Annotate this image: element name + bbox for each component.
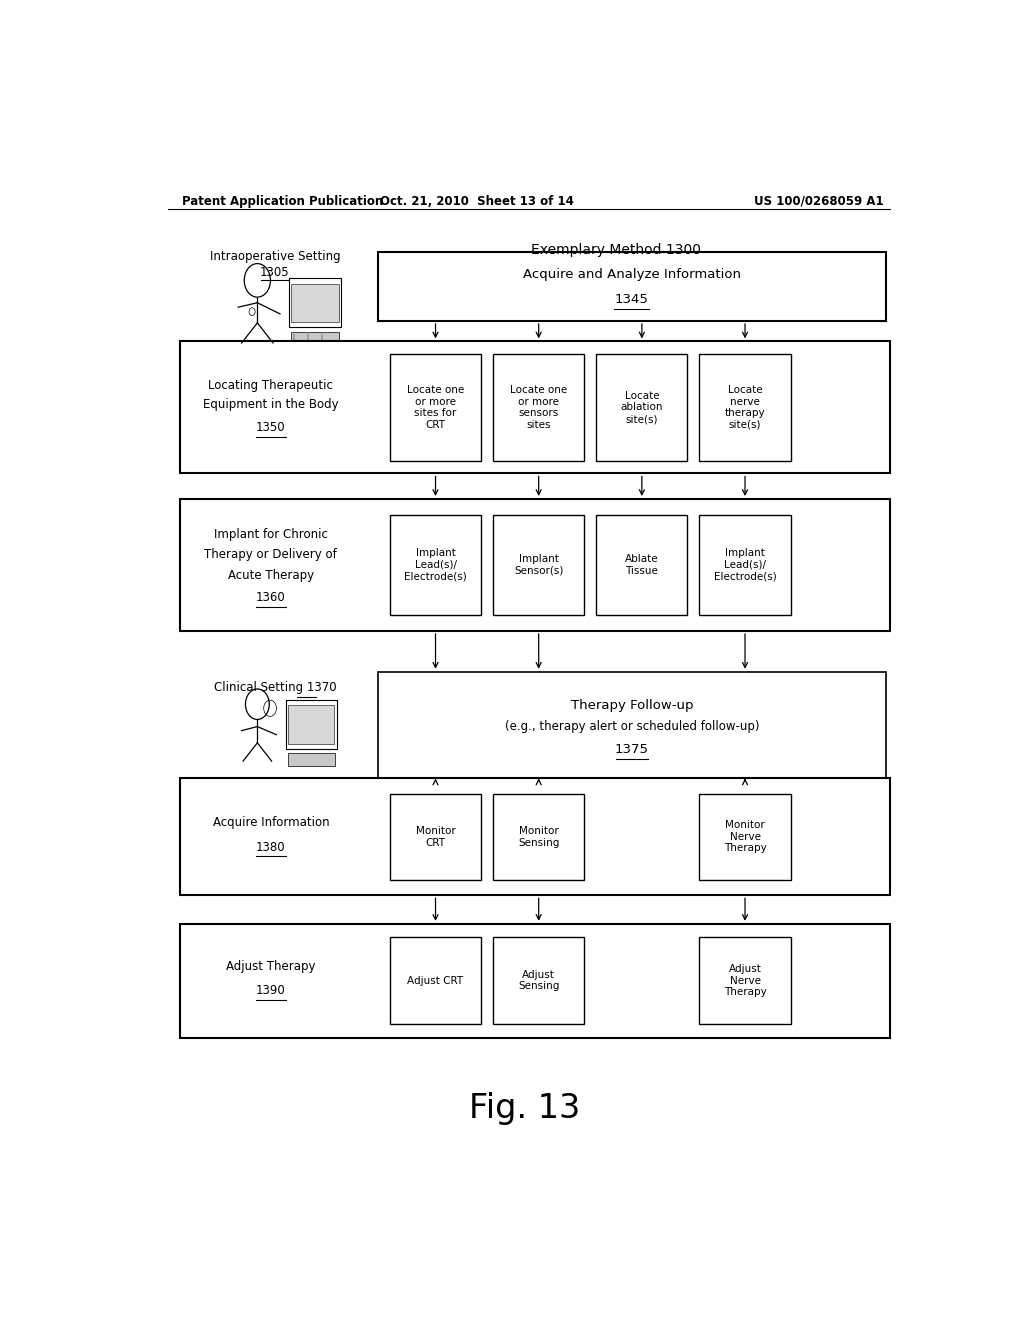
Text: Clinical Setting 1370: Clinical Setting 1370 — [213, 681, 336, 694]
Text: Locate
ablation
site(s): Locate ablation site(s) — [621, 391, 664, 424]
Text: US 100/0268059 A1: US 100/0268059 A1 — [754, 194, 884, 207]
FancyBboxPatch shape — [699, 793, 791, 880]
Text: Patent Application Publication: Patent Application Publication — [182, 194, 383, 207]
FancyBboxPatch shape — [596, 515, 687, 615]
FancyBboxPatch shape — [699, 937, 791, 1024]
Text: Adjust CRT: Adjust CRT — [408, 975, 464, 986]
FancyBboxPatch shape — [179, 342, 890, 474]
FancyBboxPatch shape — [289, 279, 341, 327]
Text: Implant
Lead(s)/
Electrode(s): Implant Lead(s)/ Electrode(s) — [404, 548, 467, 582]
FancyBboxPatch shape — [699, 354, 791, 461]
Text: Oct. 21, 2010  Sheet 13 of 14: Oct. 21, 2010 Sheet 13 of 14 — [380, 194, 574, 207]
FancyBboxPatch shape — [494, 515, 585, 615]
Text: Locating Therapeutic: Locating Therapeutic — [209, 379, 333, 392]
FancyBboxPatch shape — [494, 793, 585, 880]
FancyBboxPatch shape — [390, 793, 481, 880]
Text: Acute Therapy: Acute Therapy — [227, 569, 314, 582]
Text: 1360: 1360 — [256, 591, 286, 605]
Text: Adjust Therapy: Adjust Therapy — [226, 960, 315, 973]
FancyBboxPatch shape — [288, 752, 335, 766]
Text: Implant for Chronic: Implant for Chronic — [214, 528, 328, 541]
Text: 1305: 1305 — [260, 265, 290, 279]
Text: Acquire Information: Acquire Information — [213, 816, 329, 829]
FancyBboxPatch shape — [179, 499, 890, 631]
Text: Exemplary Method 1300: Exemplary Method 1300 — [531, 243, 701, 257]
FancyBboxPatch shape — [494, 937, 585, 1024]
FancyBboxPatch shape — [699, 515, 791, 615]
FancyBboxPatch shape — [289, 705, 334, 744]
Text: Locate one
or more
sites for
CRT: Locate one or more sites for CRT — [407, 385, 464, 430]
Text: Adjust
Nerve
Therapy: Adjust Nerve Therapy — [724, 964, 766, 998]
FancyBboxPatch shape — [378, 252, 886, 321]
FancyBboxPatch shape — [494, 354, 585, 461]
Text: Implant
Sensor(s): Implant Sensor(s) — [514, 554, 563, 576]
FancyBboxPatch shape — [286, 700, 337, 748]
Text: Locate one
or more
sensors
sites: Locate one or more sensors sites — [510, 385, 567, 430]
FancyBboxPatch shape — [596, 354, 687, 461]
Text: Monitor
Nerve
Therapy: Monitor Nerve Therapy — [724, 820, 766, 854]
FancyBboxPatch shape — [291, 331, 339, 346]
FancyBboxPatch shape — [378, 672, 886, 784]
Text: Ablate
Tissue: Ablate Tissue — [625, 554, 658, 576]
FancyBboxPatch shape — [292, 284, 339, 322]
Text: Monitor
CRT: Monitor CRT — [416, 826, 456, 847]
Text: Equipment in the Body: Equipment in the Body — [203, 397, 339, 411]
FancyBboxPatch shape — [390, 515, 481, 615]
Text: 1380: 1380 — [256, 841, 286, 854]
Text: Implant
Lead(s)/
Electrode(s): Implant Lead(s)/ Electrode(s) — [714, 548, 776, 582]
Text: Acquire and Analyze Information: Acquire and Analyze Information — [523, 268, 741, 281]
FancyBboxPatch shape — [179, 924, 890, 1038]
FancyBboxPatch shape — [179, 779, 890, 895]
Text: 1390: 1390 — [256, 985, 286, 998]
Text: Locate
nerve
therapy
site(s): Locate nerve therapy site(s) — [725, 385, 765, 430]
Text: Therapy or Delivery of: Therapy or Delivery of — [205, 548, 337, 561]
Text: 1350: 1350 — [256, 421, 286, 434]
Text: Fig. 13: Fig. 13 — [469, 1092, 581, 1125]
Text: (e.g., therapy alert or scheduled follow-up): (e.g., therapy alert or scheduled follow… — [505, 721, 759, 733]
FancyBboxPatch shape — [390, 354, 481, 461]
Text: Monitor
Sensing: Monitor Sensing — [518, 826, 559, 847]
Text: 1345: 1345 — [615, 293, 649, 306]
FancyBboxPatch shape — [390, 937, 481, 1024]
Text: 1375: 1375 — [615, 743, 649, 756]
Text: Adjust
Sensing: Adjust Sensing — [518, 970, 559, 991]
Text: Therapy Follow-up: Therapy Follow-up — [570, 698, 693, 711]
Text: Intraoperative Setting: Intraoperative Setting — [210, 251, 340, 264]
